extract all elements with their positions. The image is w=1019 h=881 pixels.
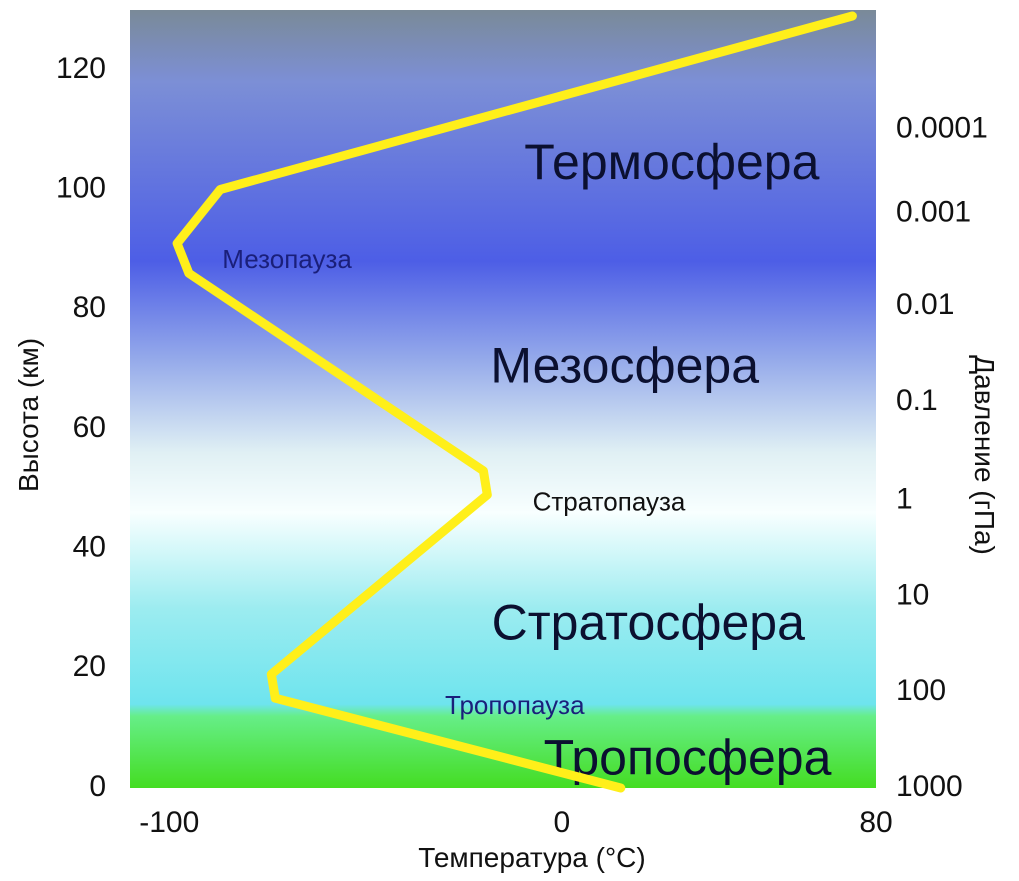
layer-label: Мезосфера: [490, 337, 759, 393]
y-tick-label: 0: [89, 770, 106, 803]
y-tick-label: 100: [56, 171, 106, 204]
layer-label: Мезопауза: [222, 244, 352, 274]
x-tick-label: 0: [554, 806, 571, 839]
y-tick-label: 20: [73, 650, 106, 683]
x-tick-label: -100: [139, 806, 199, 839]
y-axis-ticks: 0 20 40 60 80 100 120: [56, 52, 106, 803]
layer-label: Тропопауза: [445, 690, 585, 720]
layer-labels: Термосфера Мезопауза Мезосфера Стратопауза С…: [222, 134, 831, 785]
pressure-tick-label: 1: [896, 483, 913, 516]
y-tick-label: 40: [73, 531, 106, 564]
pressure-tick-label: 10: [896, 578, 929, 611]
pressure-axis-ticks: 1000 100 10 1 0.1 0.01 0.001 0.0001: [896, 112, 988, 803]
layer-label: Стратопауза: [533, 487, 686, 517]
pressure-tick-label: 0.001: [896, 195, 971, 228]
x-axis-label: Температура (°C): [418, 842, 645, 873]
y-tick-label: 120: [56, 52, 106, 85]
pressure-axis-label: Давление (гПа): [969, 355, 1000, 555]
temperature-series-line: [172, 11, 857, 793]
y-axis-label: Высота (км): [13, 338, 44, 492]
y-tick-label: 60: [73, 411, 106, 444]
pressure-tick-label: 1000: [896, 770, 963, 803]
pressure-tick-label: 0.1: [896, 384, 938, 417]
x-axis-ticks: -100 0 80: [139, 806, 892, 839]
pressure-tick-label: 0.01: [896, 288, 954, 321]
plot-background: [130, 10, 876, 788]
layer-label: Термосфера: [524, 134, 819, 190]
x-tick-label: 80: [859, 806, 892, 839]
pressure-tick-label: 0.0001: [896, 112, 988, 145]
layer-label: Стратосфера: [492, 595, 805, 651]
y-tick-label: 80: [73, 291, 106, 324]
pressure-tick-label: 100: [896, 674, 946, 707]
